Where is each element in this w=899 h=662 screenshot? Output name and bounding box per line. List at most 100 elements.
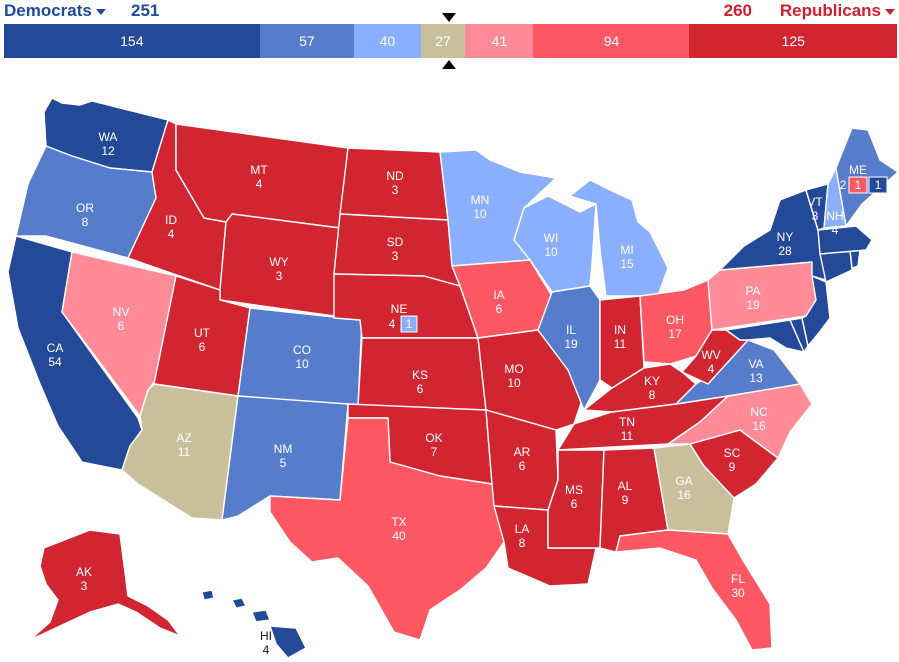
label-hi-abbr: HI — [260, 629, 272, 643]
label-oh-abbr: OH — [666, 313, 684, 327]
label-ga-abbr: GA — [675, 474, 692, 488]
label-fl-abbr: FL — [731, 572, 745, 586]
label-wv-ev: 4 — [708, 362, 715, 376]
label-mt-abbr: MT — [250, 163, 268, 177]
label-tx-abbr: TX — [391, 515, 406, 529]
label-ms-ev: 6 — [571, 497, 578, 511]
label-or-ev: 8 — [82, 215, 89, 229]
label-ar-abbr: AR — [514, 445, 531, 459]
label-ut-abbr: UT — [194, 326, 211, 340]
state-ct[interactable] — [819, 249, 853, 283]
label-mn-abbr: MN — [471, 193, 490, 207]
label-wi-abbr: WI — [544, 231, 559, 245]
label-ak-ev: 3 — [81, 579, 88, 593]
label-nv-ev: 6 — [118, 319, 125, 333]
bar-safe-democrat[interactable]: 154 — [4, 24, 260, 58]
label-va-abbr: VA — [748, 357, 763, 371]
label-nh-ev: 4 — [832, 223, 839, 237]
label-in-abbr: IN — [614, 323, 626, 337]
ne-district-value: 1 — [406, 317, 413, 331]
democrats-dropdown[interactable]: Democrats — [4, 0, 106, 22]
label-in-ev: 11 — [614, 337, 627, 351]
state-hi[interactable] — [201, 589, 307, 659]
state-wi[interactable] — [513, 195, 597, 293]
label-wi-ev: 10 — [544, 245, 558, 259]
label-wy-abbr: WY — [269, 255, 288, 269]
label-mi-abbr: MI — [620, 243, 633, 257]
state-ak[interactable] — [29, 529, 181, 641]
state-labels: WA 12 OR 8 CA 54 NV 6 ID 4 MT 4 WY 3 UT … — [47, 130, 882, 657]
bar-likely-democrat[interactable]: 57 — [259, 24, 355, 58]
me-district-2-value: 1 — [875, 178, 882, 192]
label-vt-ev: 3 — [812, 209, 819, 223]
bar-lean-democrat[interactable]: 40 — [354, 24, 421, 58]
bar-tossup[interactable]: 27 — [420, 24, 466, 58]
state-nc[interactable] — [667, 383, 813, 459]
label-id-ev: 4 — [168, 227, 175, 241]
label-sc-ev: 9 — [729, 460, 736, 474]
label-az-abbr: AZ — [176, 431, 191, 445]
label-mt-ev: 4 — [256, 177, 263, 191]
label-ne-abbr: NE — [391, 302, 408, 316]
label-nh-abbr: NH — [826, 209, 843, 223]
label-ks-abbr: KS — [412, 368, 428, 382]
label-pa-abbr: PA — [745, 284, 760, 298]
label-mi-ev: 15 — [620, 257, 634, 271]
democrats-total: 251 — [131, 1, 160, 20]
state-ma[interactable] — [817, 225, 873, 255]
me-district-1-box[interactable] — [848, 176, 868, 194]
democrats-label: Democrats — [4, 1, 92, 20]
bar-safe-republican[interactable]: 125 — [689, 24, 897, 58]
label-mo-abbr: MO — [504, 362, 523, 376]
me-district-2-box[interactable] — [868, 176, 888, 194]
label-co-ev: 10 — [295, 357, 309, 371]
label-ky-abbr: KY — [644, 374, 660, 388]
label-wa-abbr: WA — [99, 130, 118, 144]
label-il-abbr: IL — [566, 323, 576, 337]
label-vt-abbr: VT — [807, 195, 823, 209]
chevron-down-icon — [885, 9, 895, 15]
label-nd-ev: 3 — [392, 183, 399, 197]
label-oh-ev: 17 — [668, 327, 682, 341]
state-tx[interactable] — [269, 417, 505, 641]
label-ar-ev: 6 — [519, 459, 526, 473]
label-tn-ev: 11 — [621, 429, 634, 443]
label-nc-abbr: NC — [750, 405, 768, 419]
label-nc-ev: 16 — [752, 419, 766, 433]
state-fl[interactable] — [615, 529, 773, 651]
label-ok-abbr: OK — [425, 431, 442, 445]
state-ri[interactable] — [849, 249, 861, 269]
label-wy-ev: 3 — [276, 269, 283, 283]
label-ok-ev: 7 — [431, 445, 438, 459]
label-la-ev: 8 — [519, 536, 526, 550]
label-me-ev: 2 — [840, 178, 847, 192]
label-me-abbr: ME — [849, 163, 867, 177]
label-sc-abbr: SC — [724, 446, 741, 460]
state-mi[interactable] — [569, 179, 669, 297]
label-ca-abbr: CA — [47, 341, 64, 355]
state-nj[interactable] — [801, 275, 831, 347]
label-ny-ev: 28 — [778, 244, 792, 258]
bar-lean-republican[interactable]: 41 — [465, 24, 534, 58]
republicans-dropdown[interactable]: Republicans — [780, 0, 895, 22]
label-sd-abbr: SD — [387, 235, 404, 249]
label-ms-abbr: MS — [565, 483, 583, 497]
chevron-down-icon — [95, 9, 106, 15]
label-fl-ev: 30 — [731, 586, 745, 600]
electoral-vote-bar: 154 57 40 27 41 94 125 — [4, 24, 897, 58]
label-ak-abbr: AK — [76, 565, 92, 579]
state-il[interactable] — [537, 285, 601, 411]
label-co-abbr: CO — [293, 343, 311, 357]
ne-district-box[interactable] — [400, 315, 418, 333]
republicans-label: Republicans — [779, 1, 881, 20]
label-wv-abbr: WV — [701, 348, 720, 362]
label-ut-ev: 6 — [199, 340, 206, 354]
270-marker-bottom-icon — [442, 60, 456, 69]
label-ks-ev: 6 — [417, 382, 424, 396]
label-la-abbr: LA — [515, 522, 530, 536]
bar-likely-republican[interactable]: 94 — [533, 24, 690, 58]
label-or-abbr: OR — [76, 201, 94, 215]
label-sd-ev: 3 — [392, 249, 399, 263]
label-ga-ev: 16 — [677, 488, 691, 502]
